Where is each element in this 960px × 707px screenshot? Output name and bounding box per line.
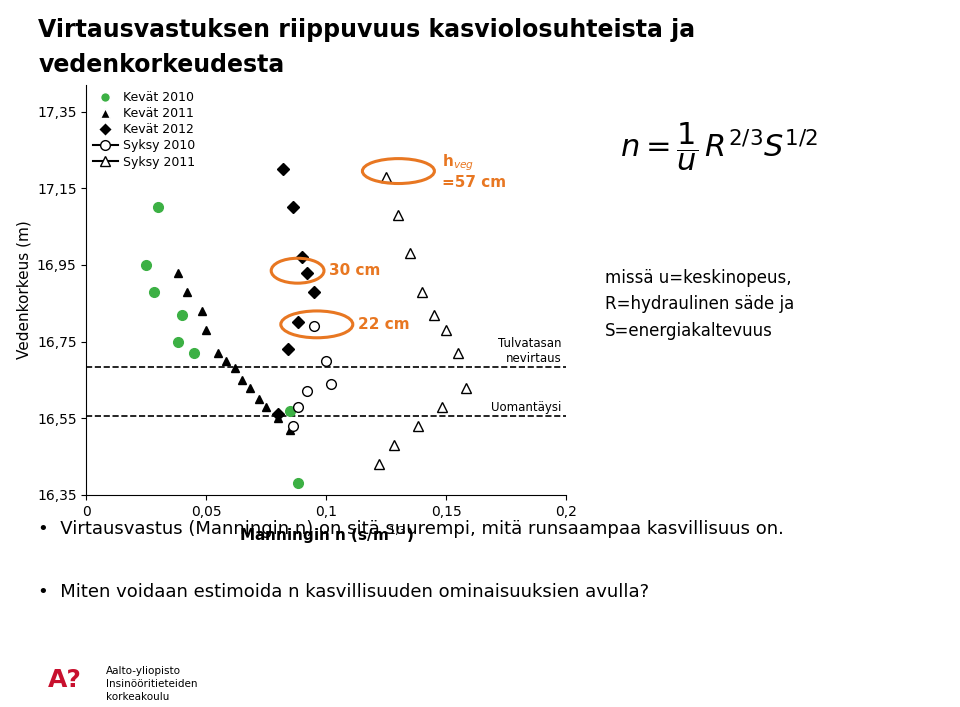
Kevät 2012 (308, 288, 320, 296)
Kevät 2011 (236, 375, 248, 384)
Kevät 2012 (297, 253, 308, 262)
Syksy 2010 (287, 421, 299, 430)
Kevät 2011 (220, 356, 231, 365)
Line: Syksy 2011: Syksy 2011 (374, 172, 470, 469)
Kevät 2011 (244, 383, 255, 392)
Text: A?: A? (48, 668, 82, 692)
Syksy 2011 (453, 349, 465, 357)
Kevät 2010 (172, 337, 183, 346)
Line: Kevät 2012: Kevät 2012 (275, 165, 319, 419)
Text: vedenkorkeudesta: vedenkorkeudesta (38, 53, 285, 77)
Kevät 2010 (177, 310, 188, 319)
Text: •  Miten voidaan estimoida n kasvillisuuden ominaisuuksien avulla?: • Miten voidaan estimoida n kasvillisuud… (38, 583, 650, 601)
Kevät 2011 (181, 288, 193, 296)
Text: 30 cm: 30 cm (328, 263, 380, 279)
Kevät 2011 (201, 326, 212, 334)
Syksy 2011 (405, 250, 417, 258)
Kevät 2012 (292, 318, 303, 327)
Text: •  Virtausvastus (Manningin n) on sitä suurempi, mitä runsaampaa kasvillisuus on: • Virtausvastus (Manningin n) on sitä su… (38, 520, 784, 537)
Y-axis label: Vedenkorkeus (m): Vedenkorkeus (m) (16, 221, 32, 359)
Kevät 2011 (253, 395, 265, 403)
Syksy 2010 (321, 356, 332, 365)
Text: 22 cm: 22 cm (357, 317, 409, 332)
Kevät 2011 (273, 414, 284, 423)
Kevät 2012 (282, 345, 294, 354)
Kevät 2012 (273, 410, 284, 419)
Syksy 2011 (393, 211, 404, 219)
Kevät 2010 (153, 203, 164, 211)
Kevät 2011 (172, 269, 183, 277)
Kevät 2010 (148, 288, 159, 296)
Kevät 2010 (140, 261, 152, 269)
Line: Syksy 2010: Syksy 2010 (288, 322, 336, 431)
Text: $n = \dfrac{1}{u}\,R^{2/3}S^{1/2}$: $n = \dfrac{1}{u}\,R^{2/3}S^{1/2}$ (620, 120, 818, 173)
Syksy 2011 (417, 288, 428, 296)
Text: Tulvatasan
nevirtaus: Tulvatasan nevirtaus (498, 337, 562, 365)
Kevät 2012 (287, 203, 299, 211)
Kevät 2011 (196, 307, 207, 315)
Kevät 2012 (301, 269, 313, 277)
Syksy 2011 (436, 402, 447, 411)
Kevät 2011 (212, 349, 224, 357)
Text: Virtausvastuksen riippuvuus kasviolosuhteista ja: Virtausvastuksen riippuvuus kasviolosuht… (38, 18, 696, 42)
Kevät 2012 (277, 165, 289, 173)
Kevät 2010 (285, 407, 297, 415)
Syksy 2011 (460, 383, 471, 392)
Kevät 2011 (260, 402, 273, 411)
Syksy 2010 (308, 322, 320, 330)
Syksy 2010 (301, 387, 313, 396)
Line: Kevät 2010: Kevät 2010 (141, 203, 302, 489)
Text: h$_{veg}$
=57 cm: h$_{veg}$ =57 cm (442, 152, 506, 190)
Syksy 2010 (325, 380, 337, 388)
Syksy 2011 (441, 326, 452, 334)
Kevät 2010 (292, 479, 303, 488)
Kevät 2011 (229, 364, 241, 373)
Text: Uomantäysi: Uomantäysi (492, 402, 562, 414)
Syksy 2011 (412, 421, 423, 430)
Line: Kevät 2011: Kevät 2011 (174, 269, 295, 434)
Syksy 2011 (388, 441, 399, 450)
Text: Aalto-yliopisto
Insinööritieteiden
korkeakoulu: Aalto-yliopisto Insinööritieteiden korke… (106, 666, 197, 702)
X-axis label: Manningin n (s/m$^{1/3}$): Manningin n (s/m$^{1/3}$) (239, 524, 414, 546)
Kevät 2010 (188, 349, 200, 357)
Syksy 2011 (373, 460, 385, 469)
Kevät 2011 (285, 426, 297, 434)
Syksy 2010 (292, 402, 303, 411)
Syksy 2011 (428, 310, 440, 319)
Text: missä u=keskinopeus,
R=hydraulinen säde ja
S=energiakaltevuus: missä u=keskinopeus, R=hydraulinen säde … (605, 269, 795, 340)
Syksy 2011 (380, 173, 392, 181)
Legend: Kevät 2010, Kevät 2011, Kevät 2012, Syksy 2010, Syksy 2011: Kevät 2010, Kevät 2011, Kevät 2012, Syks… (93, 91, 195, 168)
